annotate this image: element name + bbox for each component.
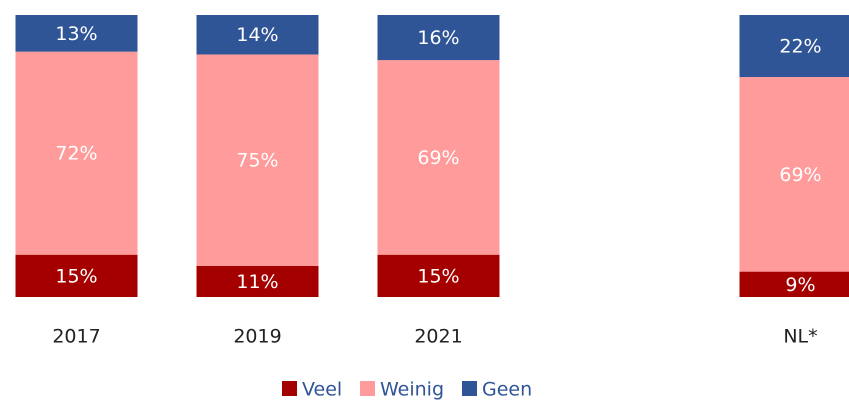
legend-label: Veel — [302, 379, 342, 401]
legend-swatch — [462, 381, 477, 396]
x-tick-label: NL* — [783, 326, 817, 348]
bar-segment — [15, 254, 138, 297]
x-tick-label: 2017 — [52, 326, 100, 348]
legend-label: Geen — [482, 379, 532, 401]
bar-segment — [196, 15, 319, 55]
data-label: 75% — [236, 150, 278, 172]
x-tick-label: 2019 — [233, 326, 281, 348]
bar-segment — [15, 51, 138, 255]
bar-segment — [196, 265, 319, 297]
x-tick-label: 2021 — [414, 326, 462, 348]
bar-segment — [377, 60, 500, 255]
bar-segment — [739, 77, 849, 272]
bar-segment — [739, 271, 849, 297]
data-label: 13% — [55, 23, 97, 45]
data-label: 15% — [417, 265, 459, 287]
data-label: 14% — [236, 24, 278, 46]
data-label: 72% — [55, 143, 97, 165]
legend-swatch — [360, 381, 375, 396]
data-label: 9% — [785, 274, 815, 296]
legend-swatch — [282, 381, 297, 396]
data-label: 22% — [779, 36, 821, 58]
legend-label: Weinig — [380, 379, 444, 401]
data-label: 69% — [779, 164, 821, 186]
data-label: 16% — [417, 27, 459, 49]
data-label: 11% — [236, 271, 278, 293]
data-label: 69% — [417, 147, 459, 169]
data-label: 15% — [55, 265, 97, 287]
bar-segment — [15, 15, 138, 52]
bar-segment — [377, 254, 500, 297]
bar-segment — [196, 54, 319, 266]
bar-segment — [377, 15, 500, 61]
bar-segment — [739, 15, 849, 78]
